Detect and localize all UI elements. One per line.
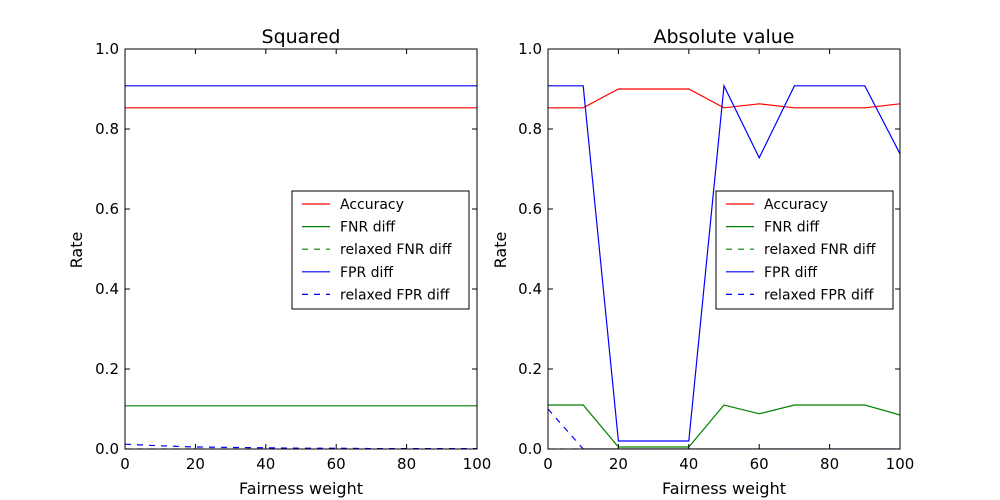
y-tick-label: 0.4 bbox=[518, 280, 542, 298]
y-tick-label: 0.0 bbox=[518, 440, 542, 458]
x-axis-label: Fairness weight bbox=[239, 479, 363, 498]
y-tick-label: 1.0 bbox=[95, 40, 119, 58]
x-tick-label: 60 bbox=[750, 455, 769, 473]
x-tick-label: 100 bbox=[886, 455, 915, 473]
legend-label-fpr-diff: FPR diff bbox=[340, 265, 393, 281]
x-tick-label: 80 bbox=[397, 455, 416, 473]
legend-label-fpr-diff: FPR diff bbox=[764, 265, 817, 281]
chart-squared: Squared Fairness weight Rate 0 20 40 60 80 10… bbox=[67, 26, 491, 498]
legend-box bbox=[291, 190, 470, 310]
legend-box bbox=[715, 190, 894, 310]
y-axis-label: Rate bbox=[491, 232, 510, 269]
chart-title: Absolute value bbox=[654, 26, 795, 48]
y-tick-label: 0.4 bbox=[95, 280, 119, 298]
x-tick-label: 40 bbox=[256, 455, 275, 473]
series-line-fnr-diff bbox=[548, 404, 900, 448]
legend-label-fnr-diff: FNR diff bbox=[340, 220, 395, 236]
x-tick-label: 0 bbox=[543, 455, 553, 473]
chart-title: Squared bbox=[262, 26, 341, 48]
y-tick-label: 0.0 bbox=[95, 440, 119, 458]
legend-label-relaxed-fpr-diff: relaxed FPR diff bbox=[340, 287, 450, 303]
legend-label-relaxed-fpr-diff: relaxed FPR diff bbox=[764, 287, 874, 303]
x-tick-label: 0 bbox=[120, 455, 130, 473]
x-tick-label: 60 bbox=[327, 455, 346, 473]
series-line-fpr-diff bbox=[548, 83, 900, 442]
x-tick-label: 40 bbox=[679, 455, 698, 473]
legend: Accuracy FNR diff relaxed FNR diff FPR diff… bbox=[715, 190, 894, 310]
plot-frame bbox=[124, 48, 478, 450]
y-tick-label: 1.0 bbox=[518, 40, 542, 58]
x-tick-label: 20 bbox=[609, 455, 628, 473]
y-tick-label: 0.8 bbox=[518, 120, 542, 138]
series-line-accuracy bbox=[548, 88, 900, 109]
series-line-relaxed-fpr-diff bbox=[548, 408, 900, 449]
series-group bbox=[548, 83, 900, 449]
plot-frame bbox=[547, 48, 901, 450]
series-line-relaxed-fpr-diff bbox=[125, 443, 477, 449]
y-tick-label: 0.2 bbox=[518, 360, 542, 378]
x-tick-label: 100 bbox=[463, 455, 492, 473]
y-tick-label: 0.6 bbox=[95, 200, 119, 218]
y-tick-label: 0.2 bbox=[95, 360, 119, 378]
legend-label-fnr-diff: FNR diff bbox=[764, 220, 819, 236]
legend-label-accuracy: Accuracy bbox=[764, 197, 828, 213]
legend-label-relaxed-fnr-diff: relaxed FNR diff bbox=[764, 242, 876, 258]
y-tick-label: 0.6 bbox=[518, 200, 542, 218]
x-tick-label: 20 bbox=[186, 455, 205, 473]
legend: Accuracy FNR diff relaxed FNR diff FPR diff… bbox=[291, 190, 470, 310]
y-axis-label: Rate bbox=[67, 232, 86, 269]
x-tick-label: 80 bbox=[820, 455, 839, 473]
chart-absolute-value: Absolute value Fairness weight Rate 0 20 4… bbox=[491, 26, 914, 498]
legend-label-accuracy: Accuracy bbox=[340, 197, 404, 213]
y-tick-label: 0.8 bbox=[95, 120, 119, 138]
legend-label-relaxed-fnr-diff: relaxed FNR diff bbox=[340, 242, 452, 258]
x-axis-label: Fairness weight bbox=[662, 479, 786, 498]
